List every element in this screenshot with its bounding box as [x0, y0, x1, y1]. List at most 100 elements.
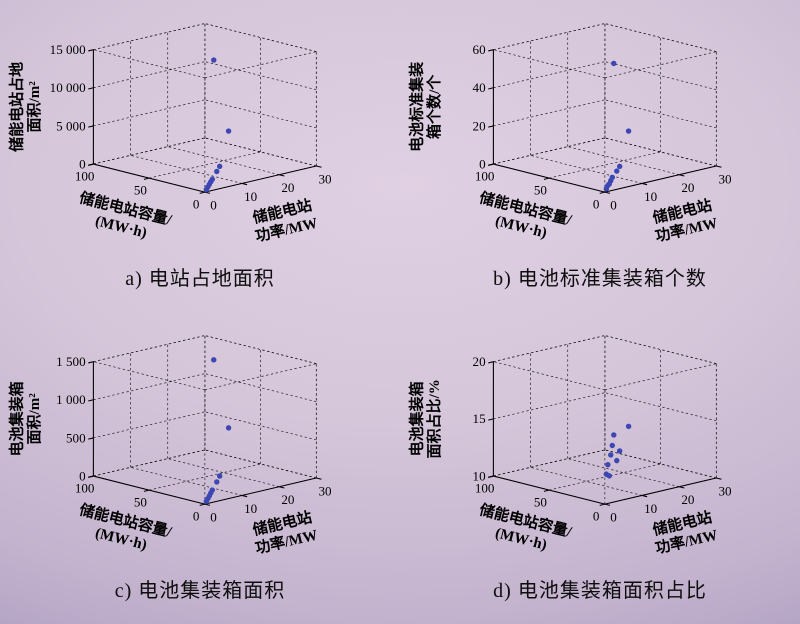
svg-text:电池集装箱: 电池集装箱 [408, 381, 426, 456]
grid-lines [493, 23, 717, 193]
grid-lines [493, 335, 717, 505]
svg-text:15: 15 [473, 411, 487, 426]
data-point [211, 57, 217, 63]
plot-b: 01020300501000204060储能电站功率/MW储能电站容量/(MW·… [408, 23, 732, 245]
data-point [608, 452, 614, 458]
axis-lines [488, 361, 722, 506]
data-point [605, 461, 611, 468]
chart-c: 0 10 20 30 0 50 100 0 500 1 000 1 500 储能电站 功率/MW 储能电站… [0, 312, 400, 624]
svg-text:30: 30 [718, 171, 732, 186]
data-point [611, 60, 617, 67]
svg-text:箱个数/个: 箱个数/个 [425, 74, 443, 139]
data-point [614, 168, 620, 174]
data-point [614, 457, 620, 464]
svg-text:10 000: 10 000 [50, 80, 86, 95]
svg-text:10: 10 [644, 189, 658, 204]
svg-text:100: 100 [75, 169, 95, 184]
svg-text:10: 10 [244, 189, 258, 204]
svg-text:电池标准集装: 电池标准集装 [408, 61, 426, 152]
svg-text:20: 20 [473, 354, 487, 369]
svg-text:电池集装箱: 电池集装箱 [8, 381, 26, 456]
svg-text:1 500: 1 500 [56, 354, 86, 369]
chart-d-canvas: 0 10 20 30 0 50 100 10 15 20 储能电站 功率/MW 储能电站容量/(MW·h… [404, 320, 796, 572]
data-point [616, 163, 623, 170]
svg-text:20: 20 [681, 492, 695, 507]
data-point [609, 442, 616, 449]
data-point [616, 448, 623, 454]
svg-text:0: 0 [610, 510, 617, 525]
chart-d-caption: d) 电池集装箱面积占比 [493, 580, 707, 602]
svg-text:0: 0 [79, 468, 86, 483]
svg-text:10: 10 [244, 501, 258, 516]
svg-text:10: 10 [473, 468, 487, 483]
svg-text:0: 0 [479, 156, 486, 171]
svg-text:20: 20 [281, 180, 295, 195]
svg-text:20: 20 [681, 180, 695, 195]
svg-text:50: 50 [534, 183, 548, 198]
svg-text:0: 0 [593, 197, 600, 212]
data-point [214, 479, 220, 485]
svg-text:50: 50 [134, 183, 148, 198]
data-point [611, 432, 617, 438]
data-point [609, 174, 616, 181]
data-points [203, 357, 232, 505]
svg-text:100: 100 [475, 481, 495, 496]
chart-a: 0 10 20 30 0 50 100 0 5 000 10 000 15 000 储能电站 功率/MW… [0, 0, 400, 312]
svg-text:0: 0 [210, 198, 217, 213]
data-point [225, 425, 232, 431]
svg-text:30: 30 [318, 171, 332, 186]
chart-b: 0 10 20 30 0 50 100 0 20 40 60 储能电站 功率/MW 储能电站容量/(MW·… [400, 0, 800, 312]
svg-text:20: 20 [281, 492, 295, 507]
chart-c-caption: c) 电池集装箱面积 [114, 580, 286, 602]
plot-d: 0102030050100101520储能电站功率/MW储能电站容量/(MW·h… [408, 335, 732, 557]
data-point [625, 128, 632, 134]
grid-lines [93, 23, 317, 193]
svg-text:0: 0 [210, 510, 217, 525]
svg-text:1 000: 1 000 [56, 392, 86, 407]
svg-text:0: 0 [79, 156, 86, 171]
svg-text:20: 20 [473, 118, 487, 133]
svg-text:15 000: 15 000 [50, 42, 86, 57]
svg-text:面积/m²: 面积/m² [25, 393, 43, 445]
chart-d: 0 10 20 30 0 50 100 10 15 20 储能电站 功率/MW 储能电站容量/(MW·h… [400, 312, 800, 624]
svg-text:面积/m²: 面积/m² [25, 81, 43, 133]
data-points [603, 423, 632, 479]
svg-text:50: 50 [534, 495, 548, 510]
chart-a-canvas: 0 10 20 30 0 50 100 0 5 000 10 000 15 000 储能电站 功率/MW… [4, 8, 396, 260]
svg-text:0: 0 [193, 509, 200, 524]
data-point [216, 473, 223, 479]
axis-lines [488, 49, 722, 194]
chart-b-canvas: 0 10 20 30 0 50 100 0 20 40 60 储能电站 功率/MW 储能电站容量/(MW·… [404, 8, 796, 260]
data-point [211, 357, 217, 363]
data-point [625, 423, 632, 430]
svg-text:0: 0 [193, 197, 200, 212]
svg-text:0: 0 [610, 198, 617, 213]
axis-lines [88, 49, 322, 194]
svg-text:0: 0 [593, 509, 600, 524]
data-points [603, 60, 632, 192]
svg-text:100: 100 [475, 169, 495, 184]
data-point [209, 176, 216, 182]
svg-text:10: 10 [644, 501, 658, 516]
grid-lines [93, 335, 317, 505]
svg-text:30: 30 [718, 483, 732, 498]
data-point [216, 163, 223, 170]
svg-text:50: 50 [134, 495, 148, 510]
svg-text:60: 60 [473, 42, 487, 57]
svg-text:30: 30 [318, 483, 332, 498]
svg-text:100: 100 [75, 481, 95, 496]
svg-text:面积占比/%: 面积占比/% [425, 379, 443, 458]
svg-text:储能电站占地: 储能电站占地 [8, 62, 26, 152]
data-point [606, 473, 613, 479]
data-point [209, 487, 216, 493]
data-point [214, 168, 220, 175]
chart-b-caption: b) 电池标准集装箱个数 [493, 268, 707, 290]
